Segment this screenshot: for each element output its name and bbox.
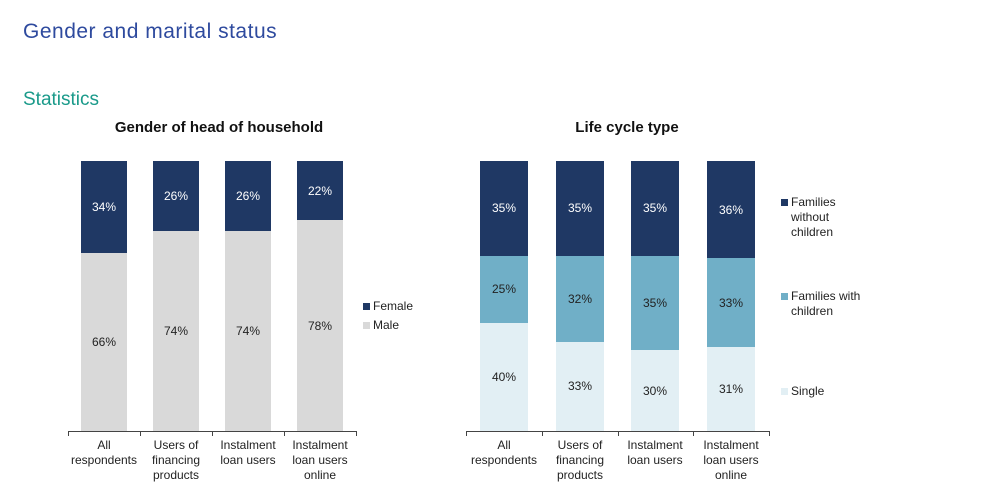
value-label: 74%: [235, 324, 261, 339]
x-tick-label: Instalment loan users: [220, 438, 276, 467]
value-label: 36%: [718, 202, 744, 217]
bar-segment: [556, 255, 604, 342]
bar-segment: [225, 161, 271, 232]
bar-segment: [153, 161, 199, 232]
axis-tick: [693, 431, 695, 436]
legend-label: Single: [791, 384, 825, 398]
x-tick-label: Users of financing products: [151, 438, 201, 482]
bar-segment: [631, 161, 679, 256]
x-tick-label: All respondents: [70, 438, 138, 467]
bar-segment: [81, 161, 127, 253]
value-label: 74%: [163, 324, 189, 339]
bar-segment: [153, 231, 199, 431]
bar-segment: [707, 347, 755, 431]
x-tick-label: Users of financing products: [555, 438, 605, 482]
value-label: 35%: [567, 201, 593, 216]
bar-segment: [631, 350, 679, 431]
axis-tick: [541, 431, 543, 436]
bar-segment: [707, 258, 755, 348]
legend-label: Female: [373, 299, 414, 313]
value-label: 26%: [235, 189, 261, 204]
value-label: 33%: [718, 295, 744, 310]
axis-tick: [356, 431, 357, 436]
value-label: 22%: [307, 183, 333, 198]
bar-segment: [480, 161, 528, 256]
bar-segment: [297, 220, 343, 431]
legend-swatch: [363, 303, 370, 310]
bar-segment: [707, 161, 755, 259]
axis-tick: [284, 431, 285, 436]
value-label: 33%: [567, 379, 593, 394]
x-tick-label: Instalment loan users: [627, 438, 683, 467]
legend-swatch: [363, 322, 370, 329]
axis-tick: [617, 431, 619, 436]
bar-segment: [225, 231, 271, 431]
axis-tick: [769, 431, 770, 436]
page-title: Gender and marital status: [23, 20, 278, 43]
legend-label: Male: [373, 318, 400, 332]
legend-swatch: [781, 199, 788, 206]
legend-label: Families without children: [791, 195, 836, 239]
value-label: 66%: [91, 334, 117, 349]
bar-segment: [480, 323, 528, 431]
bar-segment: [556, 161, 604, 256]
value-label: 30%: [642, 383, 668, 398]
section-title: Statistics: [23, 89, 100, 110]
value-label: 35%: [491, 201, 517, 216]
bar-segment: [631, 255, 679, 350]
axis-tick: [212, 431, 213, 436]
x-tick-label: Instalment loan users online: [292, 438, 348, 482]
legend-label: Families with children: [791, 289, 861, 318]
axis-tick: [140, 431, 141, 436]
value-label: 34%: [91, 199, 117, 214]
legend-swatch: [781, 293, 788, 300]
bar-segment: [297, 161, 343, 221]
legend-swatch: [781, 388, 788, 395]
value-label: 32%: [567, 291, 593, 306]
value-label: 31%: [718, 382, 744, 397]
bar-segment: [480, 255, 528, 323]
value-label: 26%: [163, 189, 189, 204]
value-label: 35%: [642, 295, 668, 310]
axis-tick: [466, 431, 467, 436]
x-tick-label: All respondents: [470, 438, 538, 467]
bar-segment: [556, 341, 604, 431]
value-label: 25%: [491, 282, 517, 297]
axis-tick: [68, 431, 69, 436]
chart-title: Life cycle type: [575, 119, 679, 136]
chart-title: Gender of head of household: [114, 119, 324, 136]
bar-segment: [81, 252, 127, 431]
value-label: 35%: [642, 201, 668, 216]
value-label: 40%: [491, 370, 517, 384]
value-label: 78%: [307, 318, 333, 333]
x-tick-label: Instalment loan users online: [703, 438, 759, 482]
